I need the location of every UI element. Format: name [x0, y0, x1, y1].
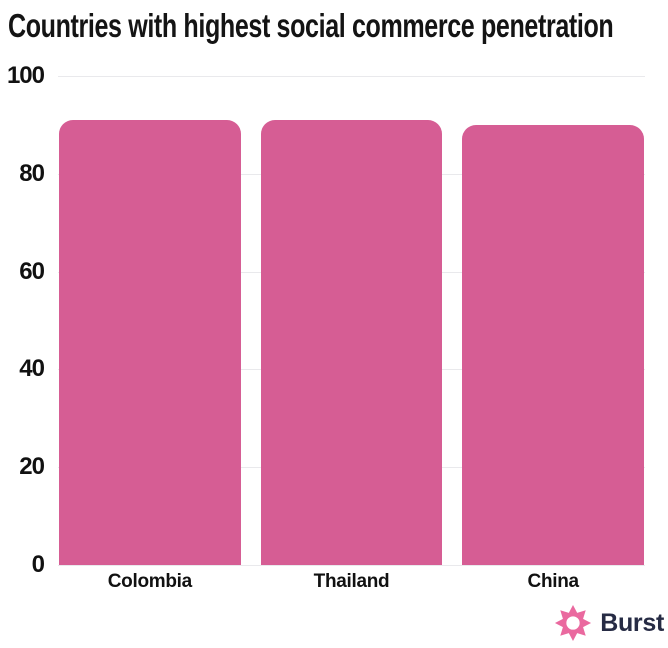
gridline-100	[58, 76, 645, 77]
chart-title: Countries with highest social commerce p…	[8, 7, 614, 44]
burst-star-icon	[555, 604, 592, 642]
y-tick-label-100: 100	[6, 62, 45, 89]
y-tick-label-80: 80	[19, 159, 45, 187]
y-tick-label-40: 40	[19, 355, 45, 383]
bar-china	[462, 124, 645, 565]
x-axis-label-thailand: Thailand	[313, 571, 390, 592]
brand-name: Burst	[600, 608, 664, 637]
x-axis-label-china: China	[527, 571, 580, 592]
burst-logo: Burst	[554, 604, 664, 642]
x-axis-label-colombia: Colombia	[107, 571, 192, 592]
gridline-0	[58, 565, 645, 566]
y-tick-label-60: 60	[19, 257, 45, 285]
x-axis-labels: Colombia Thailand China	[58, 571, 645, 593]
bar-thailand	[260, 120, 443, 565]
y-tick-label-20: 20	[19, 453, 45, 481]
y-axis-labels: 0 20 40 60 80 100	[0, 62, 46, 578]
plot-area	[58, 76, 645, 566]
y-tick-label-0: 0	[31, 551, 45, 578]
bars-container	[58, 76, 645, 565]
bar-colombia	[59, 120, 241, 565]
